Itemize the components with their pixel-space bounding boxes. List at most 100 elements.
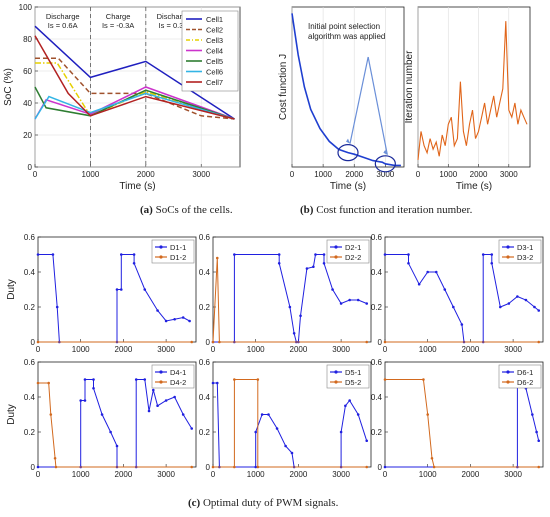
x-tick-label: 1000	[72, 345, 90, 354]
data-point	[36, 381, 40, 385]
phase-label: Discharge	[157, 12, 191, 21]
data-point	[537, 309, 541, 312]
legend: D6-1D6-2	[498, 364, 542, 389]
x-axis-label: Time (s)	[456, 181, 492, 192]
y-tick-label: 0	[31, 338, 36, 347]
data-point	[434, 270, 438, 274]
legend-marker	[159, 380, 163, 384]
data-point	[156, 404, 159, 408]
data-point	[426, 413, 430, 416]
series-line-d2-1	[213, 254, 367, 343]
legend-marker	[506, 245, 510, 249]
y-tick-label: 0	[378, 463, 383, 472]
data-point	[460, 323, 464, 326]
data-point	[383, 340, 387, 344]
data-point	[407, 261, 410, 265]
series-line-d4-2	[38, 382, 192, 468]
y-tick-label: 0.6	[371, 358, 383, 367]
y-tick-label: 0	[378, 338, 383, 347]
data-point	[339, 302, 343, 305]
legend-label: D5-2	[345, 378, 361, 387]
data-point	[277, 253, 281, 256]
data-point	[188, 319, 191, 323]
legend-label: D6-2	[517, 378, 533, 387]
data-point	[164, 319, 168, 323]
series-line-d5-2	[213, 379, 367, 468]
caption-a-tag: (a)	[140, 204, 153, 216]
y-tick-label: 0.6	[199, 358, 211, 367]
data-point	[211, 381, 215, 385]
x-tick-label: 3000	[157, 345, 175, 354]
data-point	[115, 288, 119, 291]
data-point	[383, 465, 387, 469]
data-point	[47, 381, 50, 385]
x-tick-label: 0	[383, 470, 388, 479]
data-point	[498, 305, 502, 309]
legend-marker	[506, 255, 510, 259]
legend-marker	[506, 380, 510, 384]
data-point	[143, 378, 147, 381]
data-point	[331, 288, 334, 291]
data-point	[100, 413, 104, 416]
data-point	[181, 413, 185, 416]
phase-current-label: Is = 0.3A	[159, 21, 189, 30]
y-axis-label: Duty	[6, 404, 17, 425]
legend-label: Cell6	[206, 68, 223, 77]
data-point	[173, 395, 176, 399]
annotation-arrow	[367, 56, 388, 155]
legend-label: D3-1	[517, 243, 533, 252]
legend-label: Cell4	[206, 47, 223, 56]
data-point	[339, 430, 343, 434]
caption-b-tag: (b)	[300, 204, 314, 216]
x-tick-label: 1000	[419, 345, 437, 354]
x-tick-label: 0	[211, 345, 216, 354]
data-point	[299, 314, 302, 318]
y-tick-label: 0.2	[199, 428, 211, 437]
x-tick-label: 3000	[157, 470, 175, 479]
y-tick-label: 100	[19, 3, 33, 12]
legend-label: D2-1	[345, 243, 361, 252]
data-point	[267, 413, 270, 416]
data-point	[132, 261, 136, 265]
legend-marker	[159, 370, 163, 374]
data-point	[314, 253, 317, 256]
chart-d5: 0 1000 2000 3000 0 0.2 0.4 0.6 D5-1D5-2	[199, 358, 372, 479]
caption-c-text: Optimal duty of PWM signals.	[202, 497, 339, 509]
y-tick-label: 0.4	[371, 393, 383, 402]
series-line-iteration	[417, 21, 528, 160]
chart-d2: 0 1000 2000 3000 0 0.2 0.4 0.6 D2-1D2-2	[199, 233, 372, 354]
data-point	[531, 413, 534, 416]
x-tick-label: 2000	[462, 470, 480, 479]
data-point	[119, 253, 123, 256]
data-point	[254, 465, 258, 469]
data-point	[275, 427, 279, 430]
data-point	[322, 261, 326, 265]
chart-iteration: 0 1000 2000 3000 Time (s) Iteration number	[404, 6, 531, 192]
data-point	[481, 253, 485, 256]
x-tick-label: 1000	[314, 170, 332, 179]
legend-marker	[334, 255, 338, 259]
data-point	[92, 386, 95, 390]
caption-b: (b) Cost function and iteration number.	[300, 204, 472, 216]
series-line-d1-1	[38, 254, 190, 343]
y-tick-label: 0.4	[371, 268, 383, 277]
legend-label: D2-2	[345, 253, 361, 262]
caption-b-text: Cost function and iteration number.	[316, 204, 473, 216]
data-point	[348, 298, 351, 302]
legend-label: Cell2	[206, 26, 223, 35]
data-point	[92, 378, 95, 381]
annotation-text: Initial point selection	[308, 22, 380, 31]
x-tick-label: 2000	[290, 345, 308, 354]
y-axis-label: Cost function J	[278, 54, 289, 120]
x-tick-label: 2000	[462, 345, 480, 354]
y-tick-label: 0.4	[199, 393, 211, 402]
x-tick-label: 0	[383, 345, 388, 354]
annotation-arrow	[349, 56, 369, 144]
x-tick-label: 3000	[332, 470, 350, 479]
data-point	[143, 288, 147, 291]
data-point	[284, 444, 287, 448]
data-point	[277, 261, 281, 265]
legend-label: D1-2	[170, 253, 186, 262]
